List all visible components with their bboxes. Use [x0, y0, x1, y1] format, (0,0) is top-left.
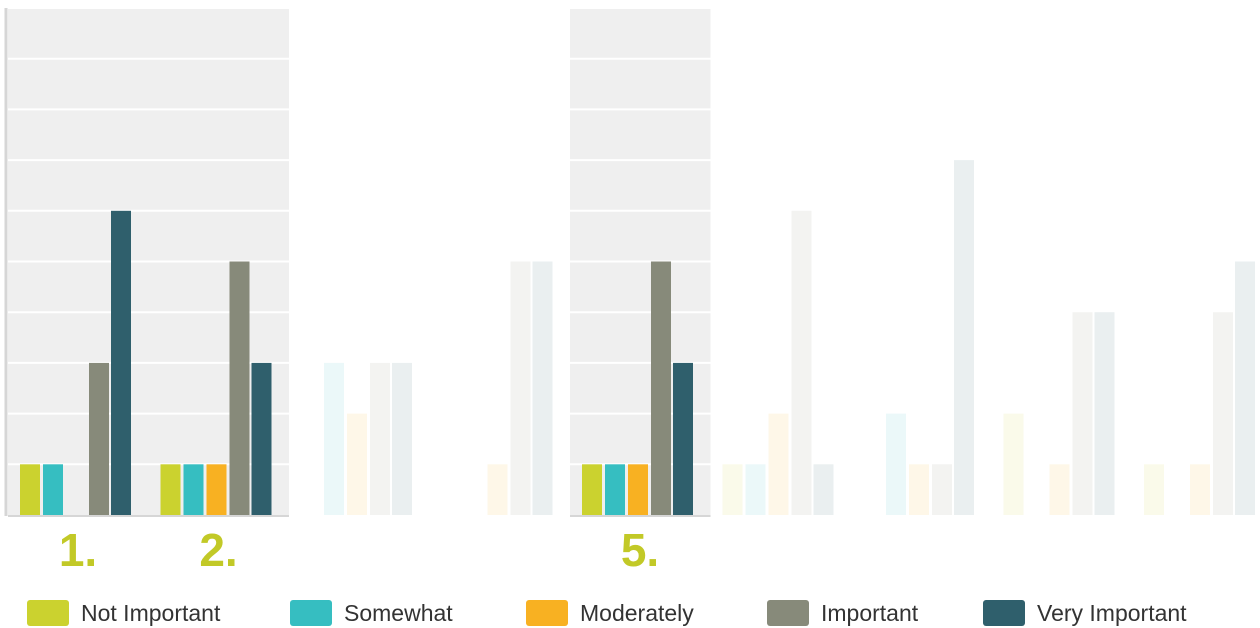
bar-group1-somewhat — [43, 464, 63, 515]
legend-swatch-not-important — [27, 600, 69, 626]
bar-group6-moderately — [768, 413, 789, 515]
legend-swatch-somewhat — [290, 600, 332, 626]
bar-group8-important — [1072, 312, 1093, 515]
bar-group2-somewhat — [183, 464, 204, 515]
group-label-5: 5. — [621, 524, 659, 576]
bar-group1-important — [89, 362, 109, 515]
bar-group5-somewhat — [605, 464, 625, 515]
legend-swatch-very-important — [983, 600, 1025, 626]
bar-group4-moderately — [487, 464, 508, 515]
bar-group3-important — [370, 362, 390, 515]
bar-group6-very-important — [813, 464, 834, 515]
bar-group1-not-important — [20, 464, 40, 515]
bar-group2-important — [229, 261, 250, 515]
bar-group8-not-important — [1003, 413, 1024, 515]
bar-chart: 1. 2. 5. — [4, 7, 1256, 576]
bar-group6-important — [791, 210, 812, 516]
legend-label: Not Important — [81, 600, 221, 626]
bar-group7-somewhat — [886, 413, 906, 515]
bar-group6-not-important — [722, 464, 743, 515]
bar-group5-moderately — [628, 464, 648, 515]
bar-group2-not-important — [160, 464, 181, 515]
bar-group5-important — [651, 261, 671, 515]
bar-group1-very-important — [111, 210, 131, 516]
bar-group6-somewhat — [745, 464, 766, 515]
bar-group3-moderately — [347, 413, 367, 515]
legend-label: Very Important — [1037, 600, 1187, 626]
bar-group4-important — [510, 261, 531, 515]
bar-group8-very-important — [1094, 312, 1115, 515]
group-label-1: 1. — [59, 524, 97, 576]
bar-group8-moderately — [1049, 464, 1070, 515]
bar-group9-important — [1213, 312, 1233, 515]
bar-group2-moderately — [206, 464, 227, 515]
legend-label: Important — [821, 600, 919, 626]
legend-swatch-important — [767, 600, 809, 626]
legend-label: Moderately — [580, 600, 694, 626]
legend: Not Important Somewhat Moderately Import… — [0, 592, 1260, 628]
bar-group5-very-important — [673, 362, 693, 515]
bar-group5-not-important — [582, 464, 602, 515]
bar-group7-very-important — [954, 160, 974, 515]
bar-group4-very-important — [532, 261, 553, 515]
bar-group7-moderately — [909, 464, 929, 515]
bar-group9-moderately — [1190, 464, 1210, 515]
bar-group9-not-important — [1144, 464, 1164, 515]
bar-group7-important — [932, 464, 952, 515]
group-label-2: 2. — [199, 524, 237, 576]
legend-swatch-moderately — [526, 600, 568, 626]
bar-group3-somewhat — [324, 362, 344, 515]
legend-label: Somewhat — [344, 600, 453, 626]
bar-group2-very-important — [251, 362, 272, 515]
bar-group9-very-important — [1235, 261, 1255, 515]
bar-group3-very-important — [392, 362, 412, 515]
